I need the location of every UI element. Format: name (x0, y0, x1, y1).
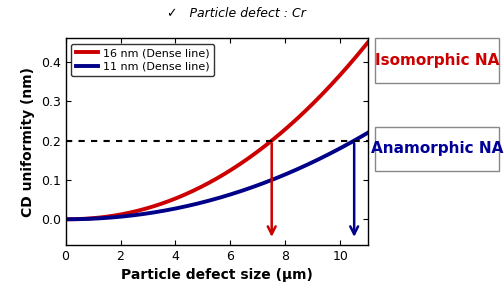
11 nm (Dense line) (310, 160, 317, 164)
X-axis label: Particle defect size (μm): Particle defect size (μm) (121, 268, 312, 282)
Text: Isomorphic NA: Isomorphic NA (375, 53, 499, 68)
16 nm (Dense line) (358, 49, 364, 53)
16 nm (Dense line) (206, 181, 212, 184)
11 nm (Dense line) (242, 188, 248, 191)
Line: 11 nm (Dense line): 11 nm (Dense line) (66, 133, 368, 219)
16 nm (Dense line) (208, 180, 214, 183)
11 nm (Dense line) (358, 135, 364, 139)
16 nm (Dense line) (365, 40, 371, 44)
11 nm (Dense line) (226, 193, 232, 197)
16 nm (Dense line) (226, 169, 232, 173)
11 nm (Dense line) (206, 199, 212, 202)
Y-axis label: CD uniformity (nm): CD uniformity (nm) (21, 67, 35, 217)
16 nm (Dense line) (242, 158, 248, 162)
Text: ✓   Particle defect : Cr: ✓ Particle defect : Cr (167, 7, 306, 20)
11 nm (Dense line) (62, 217, 69, 221)
16 nm (Dense line) (62, 217, 69, 221)
Text: Anamorphic NA: Anamorphic NA (371, 142, 503, 156)
Line: 16 nm (Dense line): 16 nm (Dense line) (66, 42, 368, 219)
11 nm (Dense line) (365, 131, 371, 135)
11 nm (Dense line) (208, 198, 214, 202)
16 nm (Dense line) (310, 101, 317, 105)
Legend: 16 nm (Dense line), 11 nm (Dense line): 16 nm (Dense line), 11 nm (Dense line) (71, 44, 214, 76)
